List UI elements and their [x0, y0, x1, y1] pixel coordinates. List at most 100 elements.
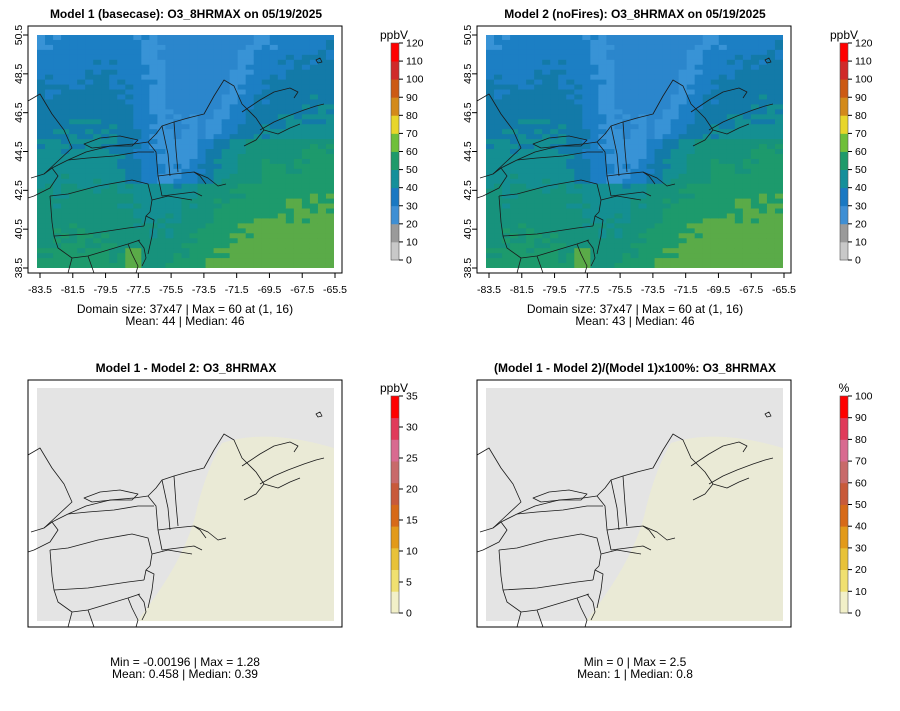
- grid-cell: [614, 213, 623, 219]
- boundary-line: [642, 171, 676, 187]
- grid-cell: [317, 158, 327, 165]
- grid-cell: [205, 188, 215, 195]
- grid-cell: [181, 163, 191, 170]
- grid-cell: [293, 69, 303, 76]
- legend-color-step: [840, 223, 848, 228]
- difference-field: [37, 388, 334, 621]
- grid-cell: [534, 39, 543, 46]
- legend-tick-label: 110: [855, 56, 872, 68]
- grid-cell: [518, 158, 527, 165]
- grid-cell: [125, 173, 134, 180]
- grid-cell: [622, 89, 631, 95]
- grid-cell: [69, 248, 78, 254]
- grid-cell: [181, 49, 191, 56]
- grid-cell: [574, 149, 583, 155]
- grid-cell: [53, 183, 62, 190]
- grid-cell: [141, 84, 150, 91]
- grid-cell: [678, 213, 688, 219]
- grid-cell: [766, 213, 776, 219]
- grid-cell: [85, 114, 94, 120]
- grid-cell: [277, 59, 287, 66]
- grid-cell: [638, 188, 648, 195]
- grid-cell: [646, 129, 656, 135]
- grid-cell: [37, 198, 46, 205]
- x-tick-label: -77.5: [126, 284, 150, 296]
- grid-cell: [630, 44, 640, 51]
- grid-cell: [117, 54, 126, 61]
- grid-cell: [494, 89, 503, 95]
- grid-cell: [173, 44, 182, 51]
- grid-cell: [614, 188, 623, 195]
- grid-cell: [293, 233, 303, 239]
- grid-cell: [550, 84, 559, 91]
- grid-cell: [293, 253, 303, 259]
- grid-cell: [702, 124, 712, 130]
- grid-cell: [558, 173, 567, 180]
- grid-cell: [53, 238, 62, 244]
- grid-cell: [582, 124, 591, 130]
- grid-cell: [622, 253, 631, 259]
- grid-cell: [213, 203, 223, 210]
- grid-cell: [734, 228, 744, 234]
- grid-cell: [534, 99, 543, 105]
- grid-cell: [534, 124, 543, 130]
- grid-cell: [37, 248, 46, 254]
- grid-cell: [125, 114, 134, 120]
- grid-cell: [101, 243, 110, 249]
- grid-cell: [718, 49, 728, 56]
- grid-cell: [662, 49, 672, 56]
- grid-cell: [69, 54, 78, 61]
- legend-color-step: [840, 497, 848, 502]
- grid-cell: [710, 208, 720, 214]
- grid-cell: [670, 89, 680, 95]
- grid-cell: [542, 149, 551, 155]
- grid-cell: [245, 99, 255, 105]
- grid-cell: [662, 54, 672, 61]
- grid-cell: [141, 35, 150, 41]
- grid-cell: [101, 163, 110, 170]
- grid-cell: [325, 173, 334, 180]
- grid-cell: [510, 263, 519, 268]
- grid-cell: [758, 178, 768, 185]
- grid-cell: [101, 114, 110, 120]
- grid-cell: [93, 208, 102, 214]
- grid-cell: [125, 74, 134, 81]
- grid-cell: [550, 109, 559, 115]
- grid-cell: [510, 218, 519, 224]
- grid-cell: [566, 119, 575, 125]
- grid-cell: [317, 44, 327, 51]
- x-tick-label: -73.5: [641, 284, 665, 296]
- grid-cell: [117, 74, 126, 81]
- grid-cell: [61, 129, 70, 135]
- grid-cell: [558, 69, 567, 76]
- grid-cell: [598, 223, 607, 229]
- grid-cell: [309, 84, 319, 91]
- grid-cell: [718, 99, 728, 105]
- grid-cell: [734, 89, 744, 95]
- grid-cell: [486, 84, 495, 91]
- grid-cell: [518, 173, 527, 180]
- grid-cell: [173, 198, 182, 205]
- grid-cell: [253, 213, 263, 219]
- grid-cell: [165, 248, 174, 254]
- grid-cell: [277, 35, 287, 41]
- grid-cell: [61, 89, 70, 95]
- grid-cell: [718, 193, 728, 200]
- grid-cell: [237, 79, 247, 86]
- grid-cell: [510, 129, 519, 135]
- grid-cell: [494, 228, 503, 234]
- grid-cell: [53, 44, 62, 51]
- grid-cell: [69, 109, 78, 115]
- grid-cell: [165, 64, 174, 71]
- grid-cell: [213, 39, 223, 46]
- grid-cell: [494, 35, 503, 41]
- grid-cell: [261, 39, 271, 46]
- grid-cell: [646, 218, 656, 224]
- grid-cell: [678, 153, 688, 160]
- grid-cell: [141, 238, 150, 244]
- grid-cell: [710, 218, 720, 224]
- grid-cell: [662, 104, 672, 110]
- grid-cell: [638, 228, 648, 234]
- grid-cell: [309, 119, 319, 125]
